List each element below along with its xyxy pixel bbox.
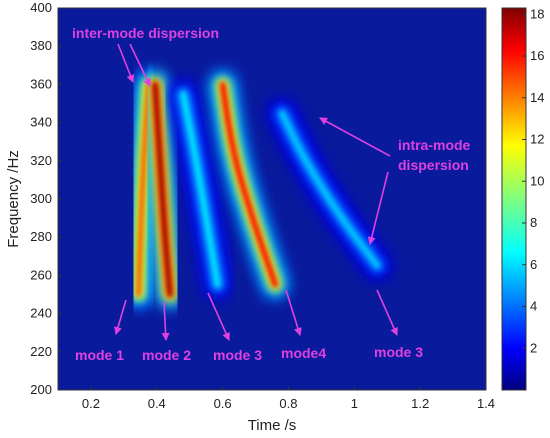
ridge-mode-2 xyxy=(153,82,172,297)
y-axis-title: Frequency /Hz xyxy=(5,150,22,248)
colorbar-tick-label: 2 xyxy=(530,340,537,355)
y-tick-label: 200 xyxy=(30,382,52,397)
arrow-mode-1 xyxy=(114,299,127,335)
arrow-inter-1 xyxy=(117,43,135,83)
annotation-inter-mode-dispersion: inter-mode dispersion xyxy=(72,25,219,41)
colorbar-tick-label: 10 xyxy=(530,173,544,188)
ridge-mode-3-main xyxy=(220,82,278,287)
y-tick-label: 220 xyxy=(30,344,52,359)
arrow-inter-2 xyxy=(129,43,151,87)
colorbar xyxy=(501,7,527,391)
annotations: inter-mode dispersion intra-mode dispers… xyxy=(72,25,471,363)
y-tick-label: 320 xyxy=(30,153,52,168)
arrow-mode-3 xyxy=(207,292,230,341)
x-tick-label: 0.4 xyxy=(148,396,166,411)
colorbar-ticks: 2 4 6 8 10 12 14 16 18 xyxy=(522,6,544,355)
x-tick-label: 0.8 xyxy=(279,396,297,411)
plot-area xyxy=(58,8,486,390)
annotation-intra-mode: intra-mode xyxy=(398,137,471,153)
colorbar-tick-label: 6 xyxy=(530,257,537,272)
y-tick-label: 280 xyxy=(30,229,52,244)
x-tick-label: 0.6 xyxy=(214,396,232,411)
arrow-intra-1 xyxy=(319,117,391,157)
x-tick-label: 1.2 xyxy=(411,396,429,411)
x-axis: 0.2 0.4 0.6 0.8 1 1.2 1.4 xyxy=(82,386,495,411)
annotation-mode-3-second: mode 3 xyxy=(374,344,423,360)
arrow-mode-2 xyxy=(161,301,170,341)
colorbar-tick-label: 4 xyxy=(530,299,537,314)
ridge-mode-3 xyxy=(181,91,220,287)
y-tick-label: 360 xyxy=(30,76,52,91)
colorbar-tick-label: 8 xyxy=(530,215,537,230)
annotation-mode-3: mode 3 xyxy=(213,347,262,363)
colorbar-tick-label: 14 xyxy=(530,90,544,105)
arrow-mode4 xyxy=(285,289,302,336)
colorbar-tick-label: 18 xyxy=(530,6,544,21)
x-tick-label: 1.4 xyxy=(477,396,495,411)
x-tick-label: 0.2 xyxy=(82,396,100,411)
colorbar-tick-label: 12 xyxy=(530,132,544,147)
y-tick-label: 380 xyxy=(30,38,52,53)
annotation-mode4: mode4 xyxy=(281,345,326,361)
spectrogram-energy xyxy=(123,69,393,310)
y-axis: 200 220 240 260 280 300 320 340 360 380 400 xyxy=(30,0,62,397)
annotation-mode-2: mode 2 xyxy=(142,347,191,363)
arrow-mode-3-second xyxy=(376,289,398,336)
arrow-intra-2 xyxy=(367,171,389,245)
y-tick-label: 340 xyxy=(30,115,52,130)
ridge-mode4 xyxy=(279,111,380,268)
x-axis-title: Time /s xyxy=(248,417,297,434)
y-tick-label: 240 xyxy=(30,306,52,321)
y-tick-label: 400 xyxy=(30,0,52,15)
annotation-dispersion: dispersion xyxy=(398,157,469,173)
colorbar-tick-label: 16 xyxy=(530,48,544,63)
x-tick-label: 1 xyxy=(351,396,358,411)
annotation-mode-1: mode 1 xyxy=(75,347,124,363)
y-tick-label: 300 xyxy=(30,191,52,206)
y-tick-label: 260 xyxy=(30,267,52,282)
